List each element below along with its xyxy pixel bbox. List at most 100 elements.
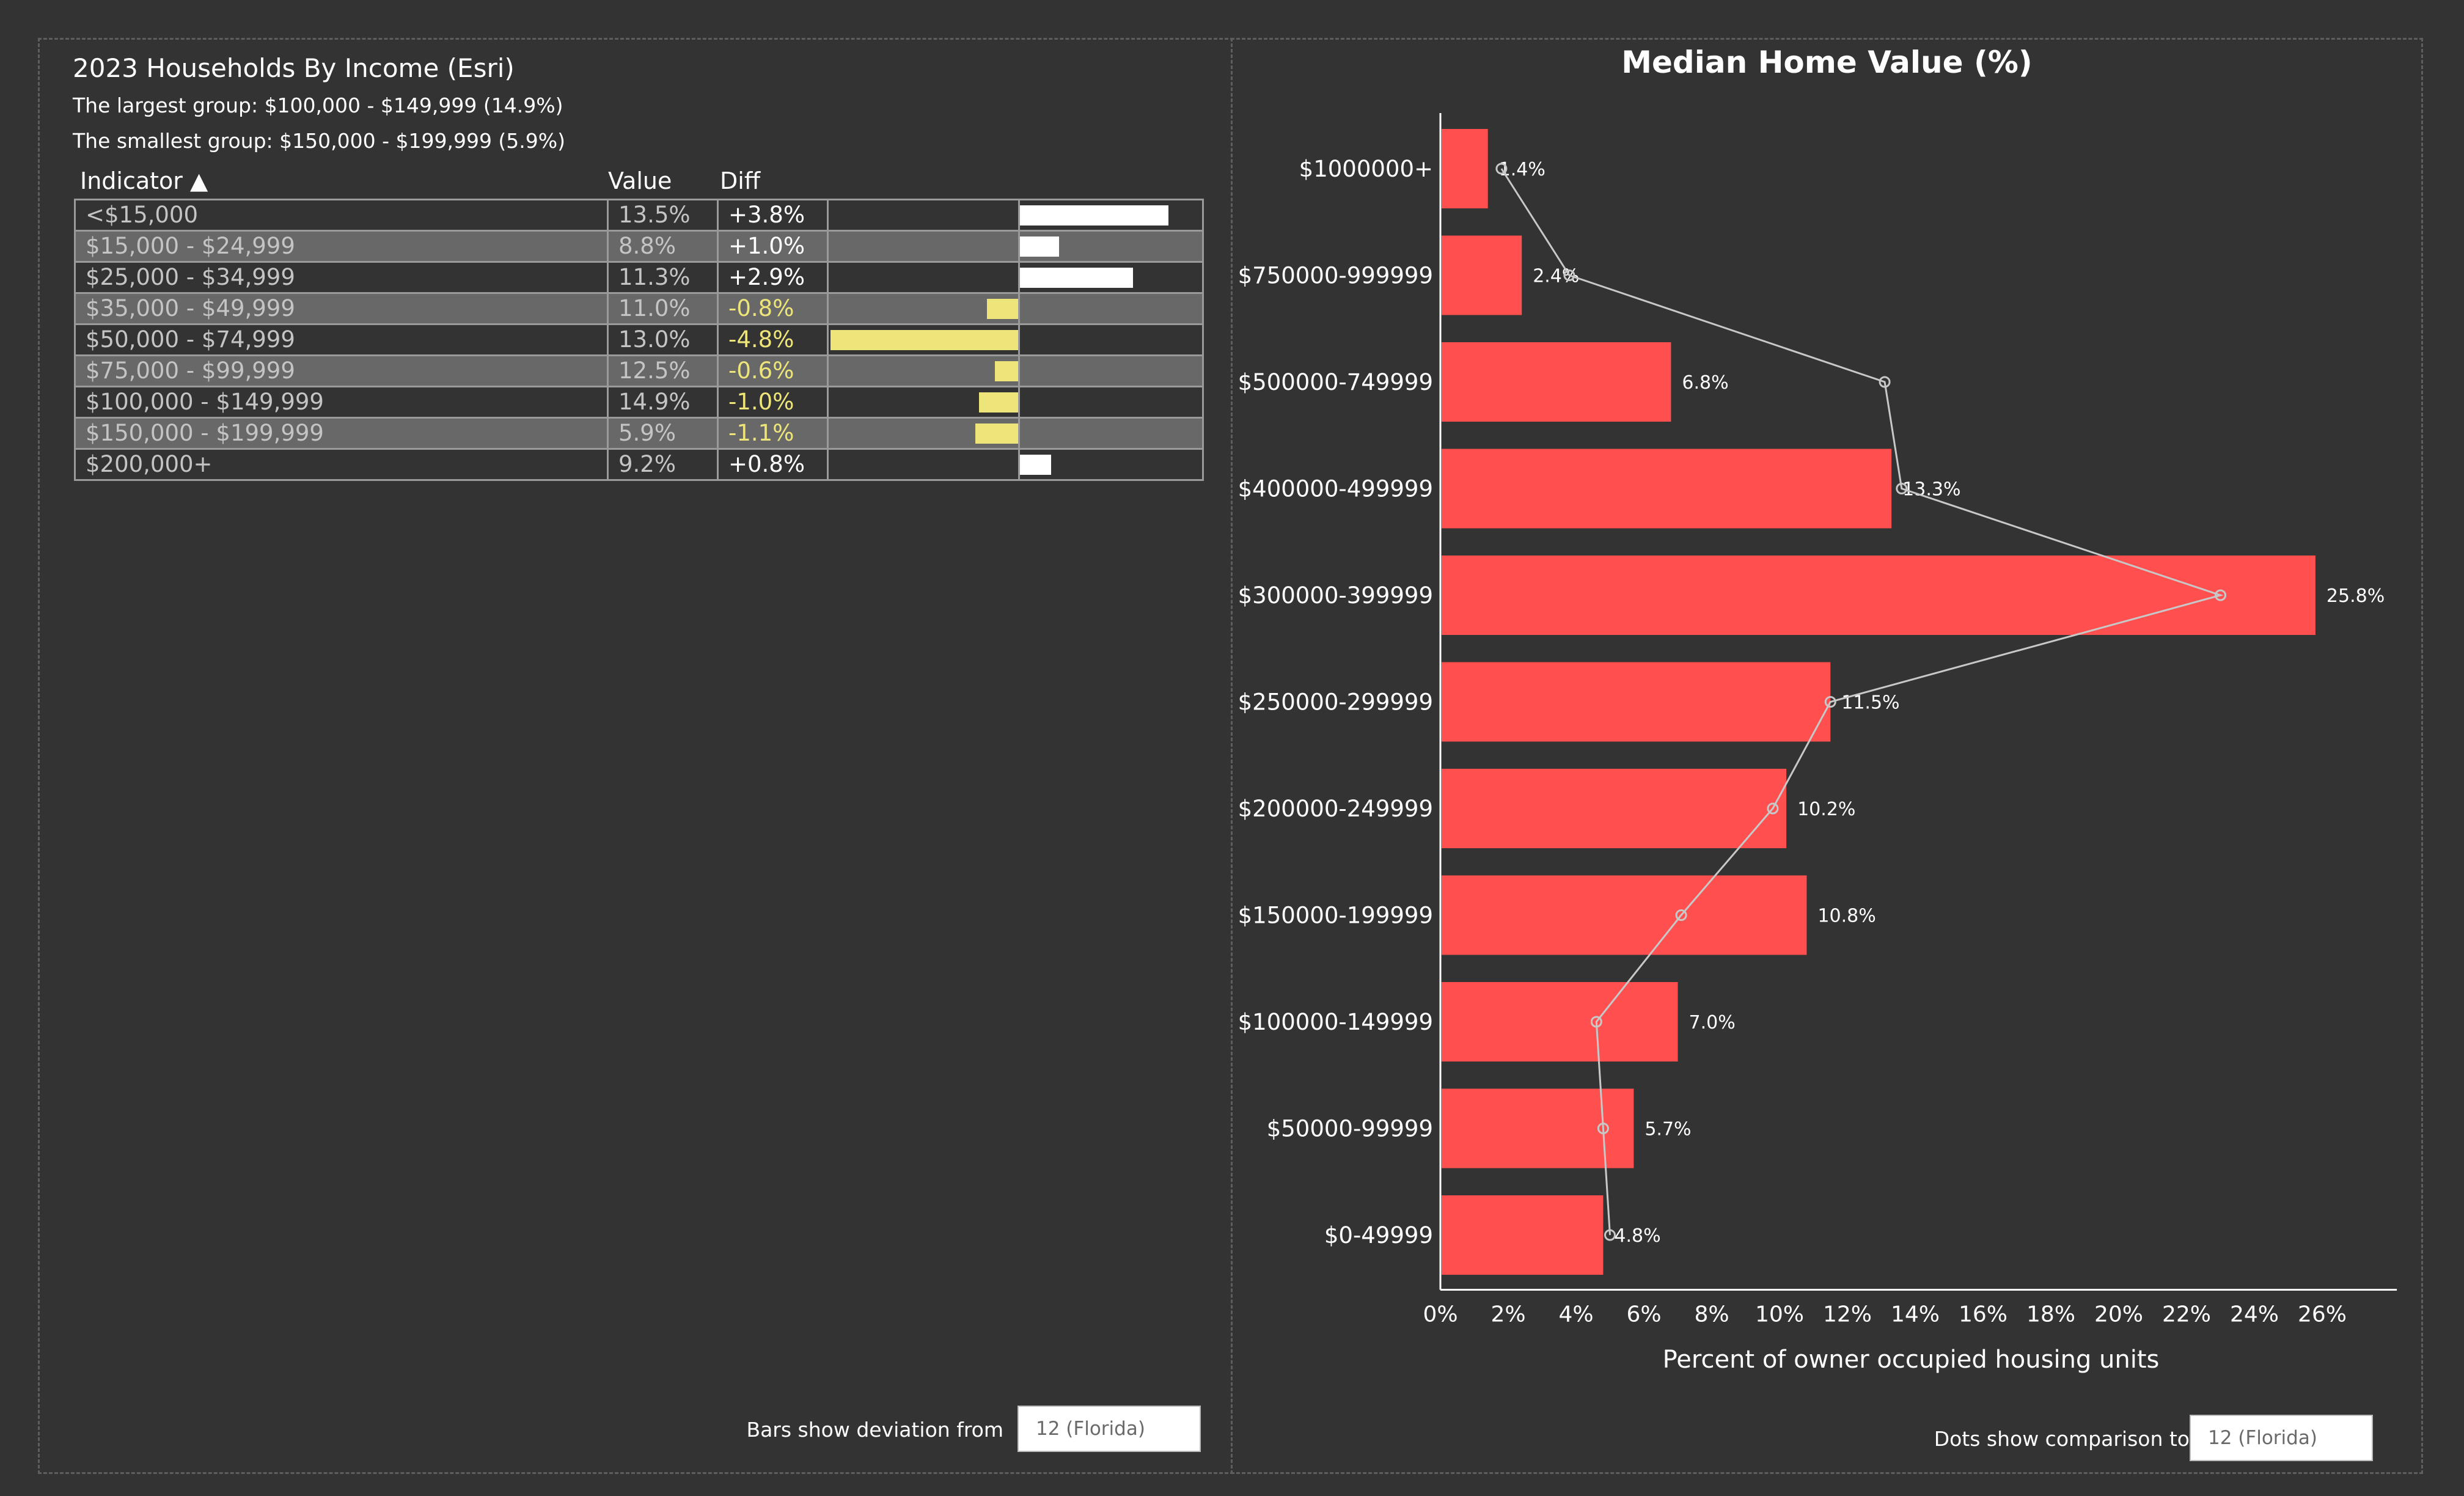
row-diff: -4.8% xyxy=(717,323,829,356)
row-diff: +3.8% xyxy=(717,199,829,232)
bar-value-label: 13.3% xyxy=(1902,479,1960,501)
largest-group-text: The largest group: $100,000 - $149,999 (… xyxy=(73,94,563,117)
income-panel: 2023 Households By Income (Esri) The lar… xyxy=(38,38,1234,1474)
comparison-line xyxy=(1500,168,2224,1236)
diff-column-header[interactable]: Diff xyxy=(720,167,760,194)
deviation-axis xyxy=(1018,357,1020,385)
category-label: $750000-999999 xyxy=(1238,263,1433,289)
home-value-panel: $1000000+ 1.4% $750000-999999 2.4% $500000-7… xyxy=(1231,38,2423,1474)
x-tick-label: 18% xyxy=(2026,1302,2075,1327)
comparison-select[interactable]: 12 (Florida) xyxy=(2190,1415,2373,1461)
row-value: 11.3% xyxy=(607,261,719,294)
deviation-axis xyxy=(1018,263,1020,292)
row-value: 11.0% xyxy=(607,292,719,325)
bar-value-label: 6.8% xyxy=(1682,372,1728,394)
deviation-axis xyxy=(1018,232,1020,260)
row-deviation-cell xyxy=(827,230,1204,263)
value-column-header[interactable]: Value xyxy=(608,167,672,194)
deviation-axis xyxy=(1018,326,1020,354)
x-tick-label: 12% xyxy=(1823,1302,1872,1327)
income-panel-title: 2023 Households By Income (Esri) xyxy=(73,53,515,83)
row-indicator: $100,000 - $149,999 xyxy=(74,386,609,419)
category-label: $150000-199999 xyxy=(1238,903,1433,929)
bar-value-label: 11.5% xyxy=(1841,692,1899,714)
table-row: $15,000 - $24,999 8.8% +1.0% xyxy=(74,230,1204,263)
x-tick-label: 16% xyxy=(1959,1302,2008,1327)
bar-value-label: 10.2% xyxy=(1797,799,1855,820)
bar xyxy=(1442,662,1831,742)
deviation-axis xyxy=(1018,419,1020,447)
category-label: $500000-749999 xyxy=(1238,369,1433,395)
row-diff: +2.9% xyxy=(717,261,829,294)
comparison-dot xyxy=(1563,270,1575,281)
comparison-dot xyxy=(1879,376,1891,388)
bar xyxy=(1442,129,1488,208)
x-tick-label: 10% xyxy=(1755,1302,1804,1327)
comparison-dot xyxy=(1597,1123,1609,1134)
row-indicator: $75,000 - $99,999 xyxy=(74,354,609,387)
indicator-column-header[interactable]: Indicator ▲ xyxy=(80,167,208,194)
row-diff: -1.0% xyxy=(717,386,829,419)
table-row: $25,000 - $34,999 11.3% +2.9% xyxy=(74,261,1204,294)
row-diff: -0.6% xyxy=(717,354,829,387)
comparison-dot xyxy=(1767,802,1779,815)
comparison-dot xyxy=(1675,909,1687,921)
deviation-select[interactable]: 12 (Florida) xyxy=(1018,1406,1201,1452)
table-row: $50,000 - $74,999 13.0% -4.8% xyxy=(74,323,1204,356)
bar xyxy=(1442,342,1671,422)
category-label: $100000-149999 xyxy=(1238,1009,1433,1035)
x-tick-label: 20% xyxy=(2094,1302,2143,1327)
deviation-bar xyxy=(1020,237,1059,257)
bar-value-label: 25.8% xyxy=(2326,585,2385,607)
row-deviation-cell xyxy=(827,199,1204,232)
comparison-dot xyxy=(1896,483,1908,494)
row-deviation-cell xyxy=(827,261,1204,294)
row-deviation-cell xyxy=(827,292,1204,325)
deviation-bar xyxy=(1020,455,1052,475)
deviation-bar xyxy=(986,299,1018,319)
category-label: $50000-99999 xyxy=(1267,1116,1433,1142)
income-table: <$15,000 13.5% +3.8% $15,000 - $24,999 8.8% +… xyxy=(74,199,1204,481)
x-tick-label: 22% xyxy=(2162,1302,2211,1327)
category-label: $1000000+ xyxy=(1299,156,1433,182)
deviation-axis xyxy=(1018,295,1020,323)
row-indicator: $50,000 - $74,999 xyxy=(74,323,609,356)
x-tick-label: 4% xyxy=(1558,1302,1593,1327)
row-value: 5.9% xyxy=(607,417,719,450)
table-row: $35,000 - $49,999 11.0% -0.8% xyxy=(74,292,1204,325)
row-deviation-cell xyxy=(827,354,1204,387)
comparison-dot xyxy=(2215,589,2226,601)
row-deviation-cell xyxy=(827,417,1204,450)
row-diff: +0.8% xyxy=(717,448,829,481)
deviation-bar xyxy=(1020,205,1169,226)
x-tick-label: 2% xyxy=(1491,1302,1525,1327)
row-diff: +1.0% xyxy=(717,230,829,263)
x-axis-label: Percent of owner occupied housing units xyxy=(1663,1346,2160,1374)
x-tick-label: 0% xyxy=(1423,1302,1458,1327)
x-tick-label: 24% xyxy=(2230,1302,2279,1327)
smallest-group-text: The smallest group: $150,000 - $199,999 … xyxy=(73,129,566,153)
table-row: <$15,000 13.5% +3.8% xyxy=(74,199,1204,232)
bar xyxy=(1442,235,1522,315)
row-indicator: $150,000 - $199,999 xyxy=(74,417,609,450)
row-indicator: $200,000+ xyxy=(74,448,609,481)
comparison-dot xyxy=(1590,1016,1602,1028)
table-row: $150,000 - $199,999 5.9% -1.1% xyxy=(74,417,1204,450)
comparison-dot xyxy=(1495,163,1508,175)
row-value: 13.5% xyxy=(607,199,719,232)
row-deviation-cell xyxy=(827,323,1204,356)
x-tick-label: 8% xyxy=(1694,1302,1729,1327)
deviation-label: Bars show deviation from xyxy=(746,1418,1003,1442)
comparison-dot xyxy=(1824,696,1836,708)
deviation-axis xyxy=(1018,201,1020,229)
category-label: $400000-499999 xyxy=(1238,476,1433,502)
comparison-dot xyxy=(1604,1229,1616,1241)
x-tick-label: 6% xyxy=(1626,1302,1661,1327)
table-row: $100,000 - $149,999 14.9% -1.0% xyxy=(74,386,1204,419)
deviation-bar xyxy=(831,330,1018,350)
comparison-label: Dots show comparison to xyxy=(1934,1427,2190,1451)
row-value: 8.8% xyxy=(607,230,719,263)
chart-title: Median Home Value (%) xyxy=(1621,45,2033,80)
row-deviation-cell xyxy=(827,386,1204,419)
row-indicator: $15,000 - $24,999 xyxy=(74,230,609,263)
